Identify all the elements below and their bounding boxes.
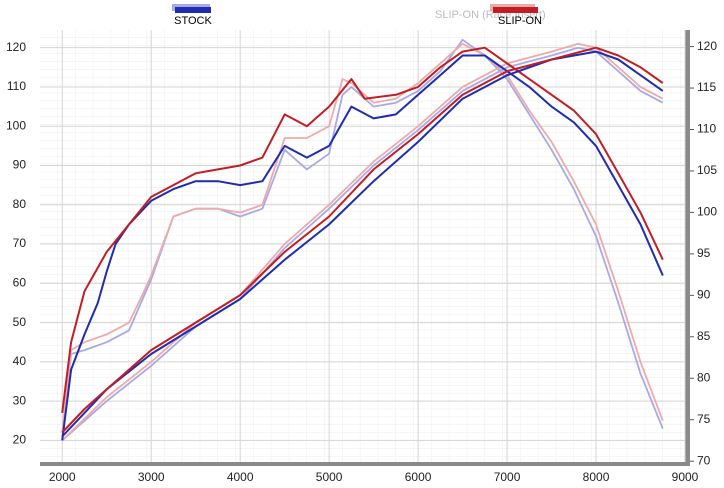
minor-grid bbox=[40, 30, 685, 462]
x-tick-label: 9000 bbox=[672, 470, 699, 484]
y-tick-label: 50 bbox=[13, 315, 27, 329]
y2-tick-label: 85 bbox=[697, 329, 711, 343]
layer: 20 30 40 50 60 70 80 90 100 110 120 2000 3000 4000 500… bbox=[6, 30, 717, 484]
x-tick-label: 3000 bbox=[138, 470, 165, 484]
series-line bbox=[61, 46, 664, 442]
series-line bbox=[61, 46, 664, 434]
y2-tick-label: 105 bbox=[697, 163, 717, 177]
y-tick-label: 110 bbox=[7, 79, 26, 93]
legend-label: SLIP-ON bbox=[498, 15, 542, 27]
series-line bbox=[61, 38, 664, 441]
legend-swatch bbox=[493, 7, 538, 13]
y2-tick-label: 80 bbox=[697, 370, 711, 384]
x-tick-label: 5000 bbox=[316, 470, 343, 484]
right-frame bbox=[685, 30, 690, 466]
bottom-frame bbox=[40, 462, 690, 466]
y-tick-label: 40 bbox=[13, 354, 27, 368]
x-tick-label: 4000 bbox=[227, 470, 254, 484]
y-tick-label: 20 bbox=[13, 433, 27, 447]
legend-label: STOCK bbox=[174, 15, 212, 27]
y-tick-label: 70 bbox=[13, 236, 27, 250]
x-tick-label: 6000 bbox=[405, 470, 432, 484]
x-tick-label: 7000 bbox=[494, 470, 521, 484]
y2-tick-label: 100 bbox=[697, 205, 717, 219]
series-line bbox=[61, 50, 664, 438]
y2-tick-label: 70 bbox=[697, 453, 711, 467]
y2-tick-label: 75 bbox=[697, 412, 711, 426]
y-tick-label: 30 bbox=[13, 393, 27, 407]
y-tick-label: 90 bbox=[13, 158, 27, 172]
series-line bbox=[61, 46, 664, 414]
y2-tick-label: 115 bbox=[697, 80, 716, 94]
y2-tick-label: 90 bbox=[697, 288, 711, 302]
y-tick-label: 60 bbox=[13, 275, 27, 289]
y-tick-label: 100 bbox=[6, 118, 26, 132]
x-tick-label: 8000 bbox=[583, 470, 610, 484]
y2-tick-label: 120 bbox=[697, 39, 717, 53]
x-tick-label: 2000 bbox=[49, 470, 76, 484]
y2-tick-label: 95 bbox=[697, 246, 711, 260]
y2-tick-label: 110 bbox=[697, 122, 716, 136]
y-tick-label: 80 bbox=[13, 197, 27, 211]
y-tick-label: 120 bbox=[6, 40, 26, 54]
series-line bbox=[61, 42, 664, 433]
legend-swatch bbox=[175, 7, 211, 13]
series-line bbox=[61, 54, 664, 441]
